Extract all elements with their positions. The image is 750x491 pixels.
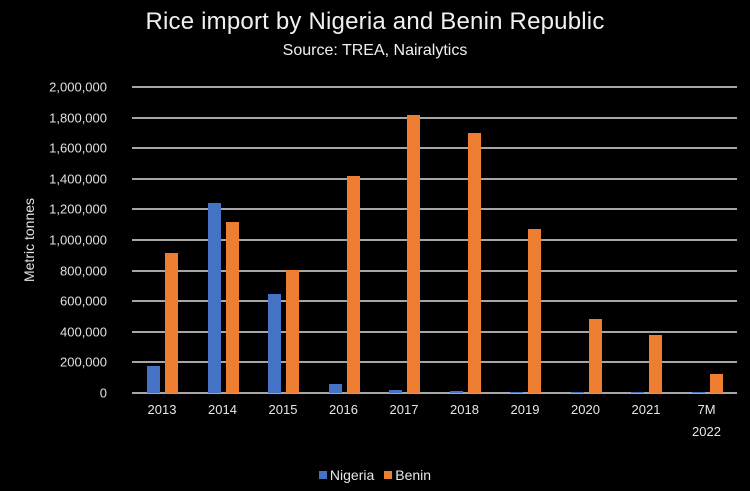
chart-subtitle: Source: TREA, Nairalytics	[282, 42, 468, 59]
bar-benin	[407, 115, 420, 393]
bar-nigeria	[389, 389, 402, 393]
bar-nigeria	[328, 384, 342, 393]
legend-swatch-icon	[384, 471, 393, 479]
x-tick-label: 2013	[147, 402, 177, 417]
gridline	[132, 147, 737, 150]
bar-benin	[709, 374, 723, 393]
bar-benin	[346, 176, 360, 393]
bar-nigeria	[631, 392, 644, 393]
legend-label: Nigeria	[329, 467, 375, 483]
gridline	[132, 177, 737, 180]
y-tick-label: 600,000	[60, 293, 107, 309]
bar-benin	[588, 318, 602, 393]
y-tick-label: 1,400,000	[49, 171, 107, 187]
x-tick-label: 2014	[208, 402, 237, 417]
y-tick-label: 1,000,000	[49, 232, 107, 248]
bar-benin	[528, 228, 541, 393]
x-tick-label: 2020	[571, 402, 600, 417]
bar-nigeria	[207, 202, 221, 393]
x-tick-label: 2017	[389, 402, 419, 417]
y-tick-label: 800,000	[60, 263, 107, 279]
bar-nigeria	[510, 392, 523, 393]
legend-item-nigeria: Nigeria	[318, 467, 375, 483]
bar-nigeria	[449, 391, 463, 393]
gridline	[132, 300, 737, 303]
bar-benin	[225, 221, 239, 393]
legend: Nigeria Benin	[0, 467, 750, 483]
x-tick-label: 2016	[329, 402, 358, 417]
y-tick-label: 400,000	[60, 324, 107, 340]
gridline	[132, 330, 737, 333]
x-tick-label: 2021	[631, 402, 661, 417]
bar-nigeria	[147, 366, 160, 393]
legend-label: Benin	[395, 467, 432, 483]
x-tick-label: 2015	[268, 402, 298, 417]
legend-swatch-icon	[318, 471, 327, 479]
y-tick-label: 0	[99, 385, 107, 401]
x-tick-label: 2019	[510, 402, 540, 417]
chart-title: Rice import by Nigeria and Benin Republi…	[145, 8, 605, 35]
legend-item-benin: Benin	[384, 467, 431, 483]
y-tick-label: 2,000,000	[49, 79, 107, 95]
y-tick-label: 1,800,000	[49, 110, 107, 126]
gridline	[132, 86, 737, 88]
bar-nigeria	[570, 392, 584, 393]
bar-benin	[165, 253, 178, 393]
gridline	[132, 269, 737, 272]
y-tick-label: 200,000	[60, 354, 107, 370]
bar-benin	[467, 132, 481, 393]
gridline	[132, 392, 737, 394]
plot-area: 2,000,000 1,800,000 1,600,000 1,400,000 1,20…	[49, 80, 737, 439]
y-tick-label: 1,200,000	[49, 201, 107, 217]
bar-nigeria	[691, 392, 705, 393]
y-tick-label: 1,600,000	[49, 140, 107, 156]
gridline	[132, 208, 737, 211]
gridline	[132, 239, 737, 241]
x-tick-label: 7M 2022	[692, 402, 721, 439]
gridline	[132, 361, 737, 364]
bar-benin	[286, 270, 299, 393]
bar-benin	[649, 335, 662, 393]
gridline	[132, 116, 737, 119]
x-tick-label: 2018	[450, 402, 479, 417]
bar-nigeria	[268, 294, 281, 393]
